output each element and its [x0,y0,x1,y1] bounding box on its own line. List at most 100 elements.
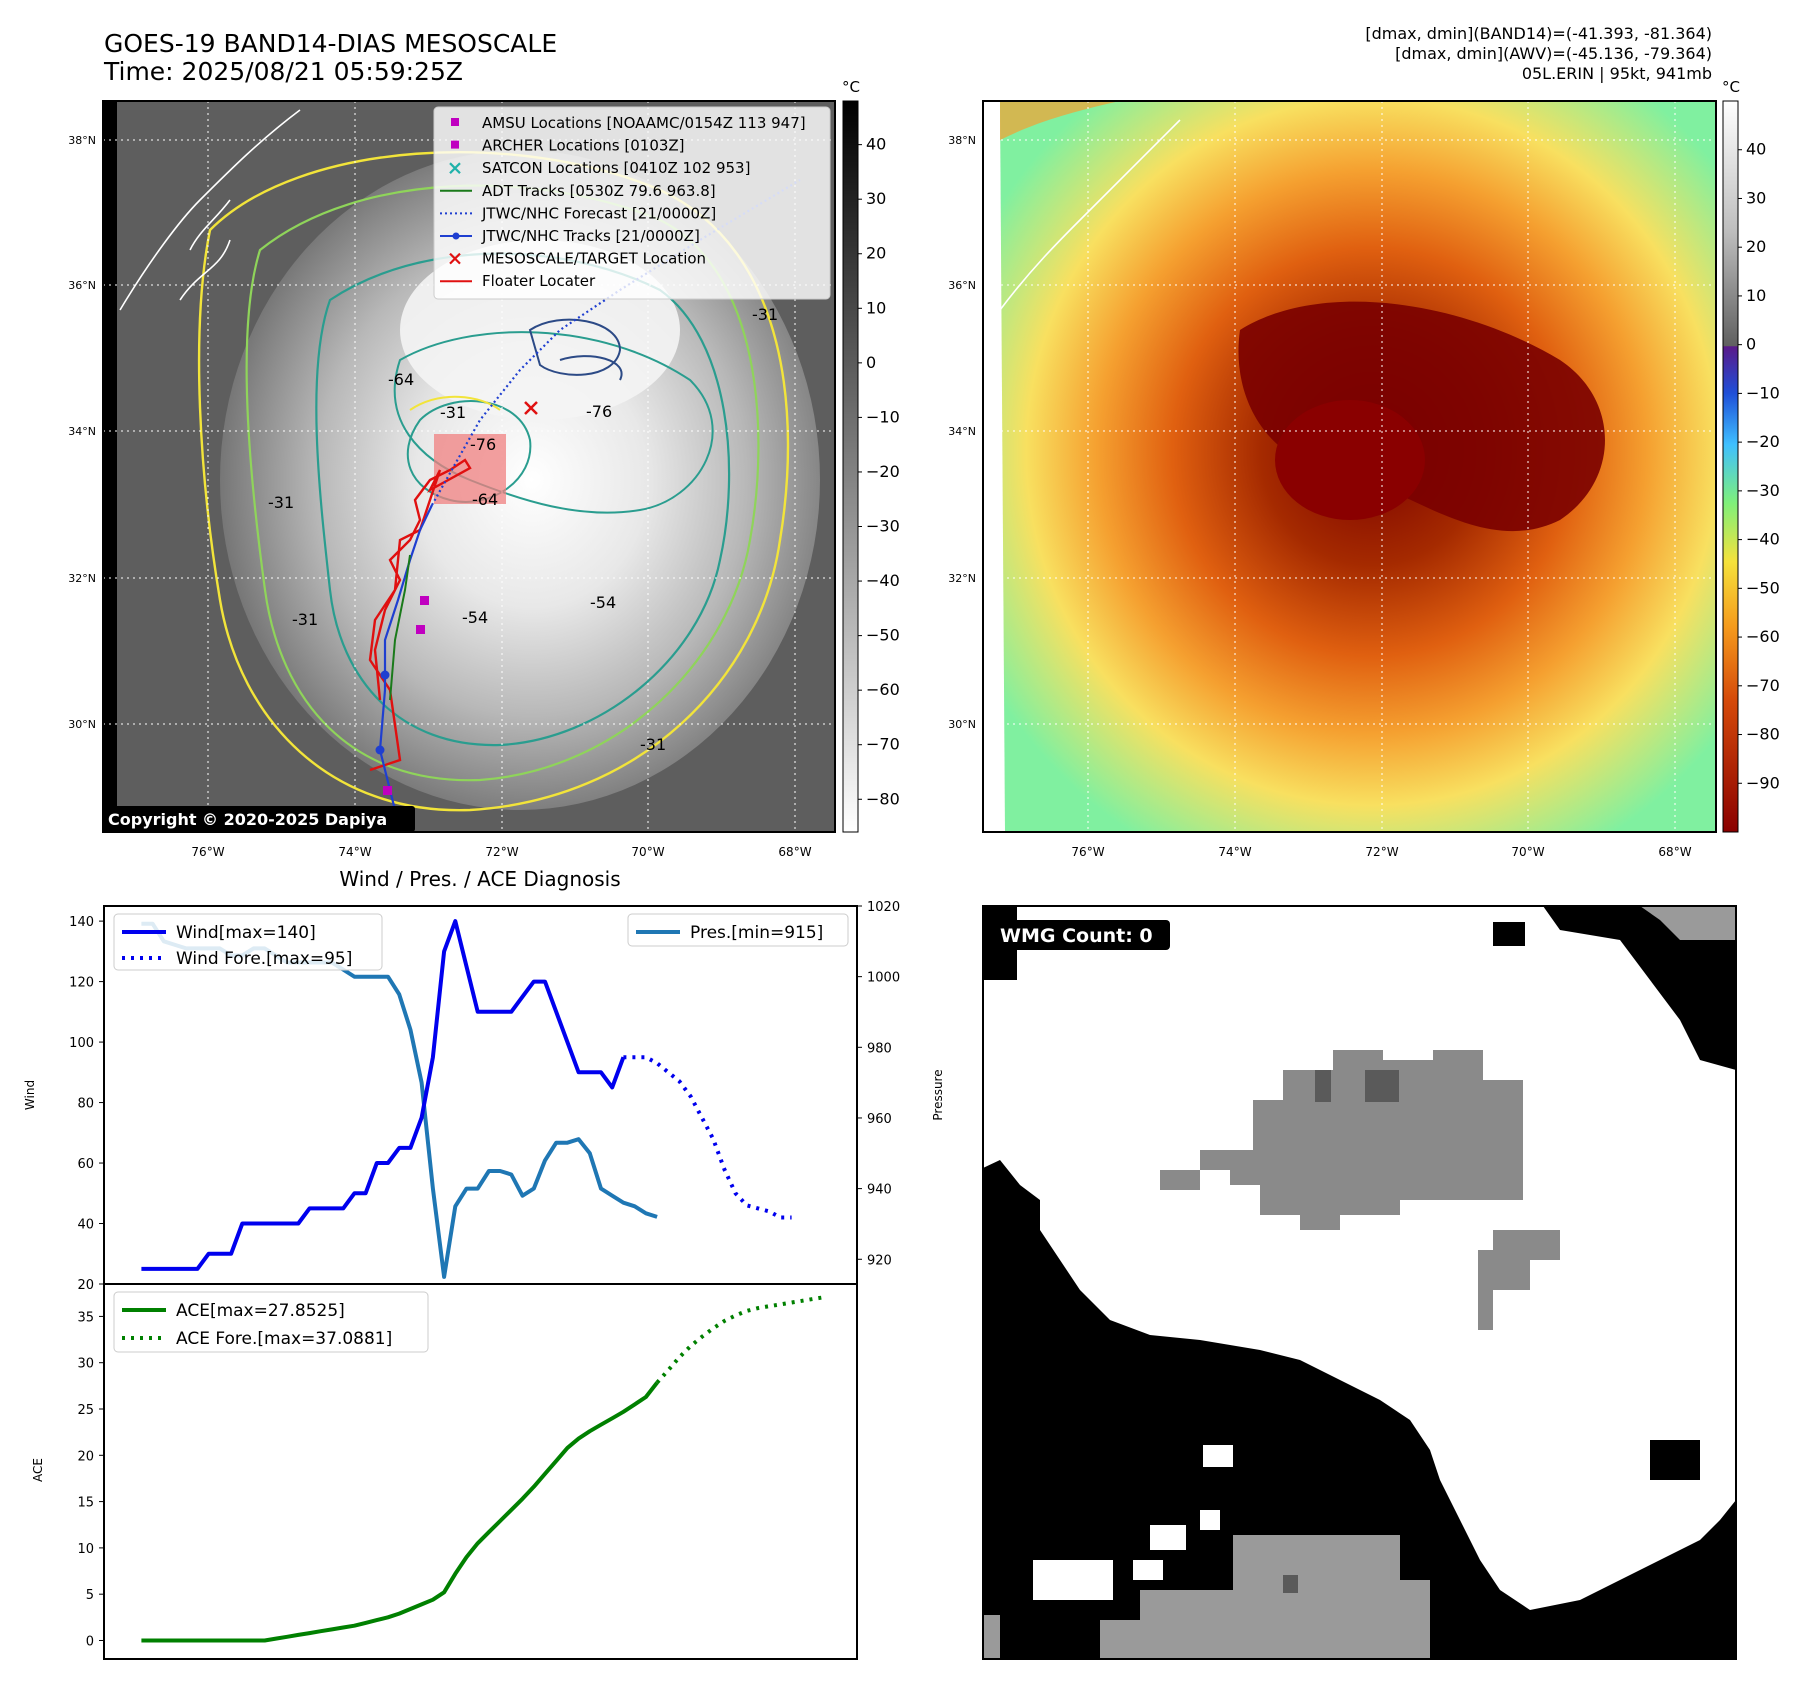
contour-label: -54 [590,593,616,612]
series-line-ace-fore-max-37-0881 [655,1295,826,1384]
lon-tick-label: 76°W [191,845,224,859]
contour-label: -64 [388,370,414,389]
series-line-ace-max-27-8525 [141,1381,659,1643]
map-legend-box [433,106,831,300]
awv-core [1275,400,1425,520]
pressure-ytick-label: 940 [867,1183,892,1198]
legend-entry-label: ADT Tracks [0530Z 79.6 963.8] [482,182,716,200]
legend-entry-label: ARCHER Locations [0103Z] [482,137,685,155]
colorbar-tick-label: −70 [866,735,900,754]
jtwc-point [380,670,390,680]
contour-label: -31 [440,403,466,422]
legend-marker-dot [452,232,460,240]
wind-pres-chart: 20 40 60 80 100 120 140 920 940 960 980 1000 1020 W… [23,900,945,1293]
colorbar-gray-bar [842,100,859,833]
wmg-panel: WMG Count: 0 [982,905,1737,1660]
adt-track [389,554,411,701]
colorbar-tick-label: 10 [1746,286,1766,305]
pressure-ytick-label: 1000 [867,971,900,986]
mesoscale-target-marker [524,401,538,415]
wmg-dark-gray [1283,1070,1399,1593]
awv-moist-tongue [1000,101,1120,140]
contour-label: -31 [640,735,666,754]
series-line-wind-fore-max-95 [623,1055,792,1220]
lat-tick-label: 38°N [948,134,976,147]
colorbar-tick-label: 20 [866,244,886,263]
legend-marker-x [449,162,461,174]
lat-tick-label: 32°N [68,572,96,585]
ir-no-data-strip [103,101,117,832]
colorbar-color-bar [1722,100,1739,833]
ace-ytick-label: 30 [77,1357,94,1372]
lon-tick-label: 74°W [338,845,371,859]
colorbar-tick-label: −30 [866,517,900,536]
info-band14: [dmax, dmin](BAND14)=(-41.393, -81.364) [1365,24,1712,43]
contour-label: -31 [268,493,294,512]
colorbar-gray: °C 40 30 20 10 0 −10 −20 −30 −40 −50 −60 −70 −80 [842,78,900,833]
ace-ytick-label: 0 [86,1634,94,1649]
wind-axis-label: Wind [23,1080,37,1110]
legend-label: Wind Fore.[max=95] [176,949,352,969]
figure-title: GOES-19 BAND14-DIAS MESOSCALE [104,29,557,58]
colorbar-tick-label: 40 [1746,140,1766,159]
wind-ytick-label: 140 [69,915,94,930]
colorbar-tick-label: −10 [1746,383,1780,402]
legend-marker-x [449,252,461,265]
colorbar-color-unit: °C [1722,78,1740,96]
lon-tick-label: 68°W [778,845,811,859]
colorbar-tick-label: −50 [866,626,900,645]
contour-label: -76 [586,402,612,421]
colorbar-tick-label: 0 [1746,335,1756,354]
contour-yellow-eye [409,395,501,411]
legend-entry-label: Floater Locater [482,272,596,290]
ir-contour-labels: -31 -64 -31 -76 -76 -64 -31 -54 -54 -31 … [268,305,778,754]
amsu-marker [420,596,429,605]
legend-entry-label: SATCON Locations [0410Z 102 953] [482,159,750,177]
pressure-ytick-label: 980 [867,1041,892,1056]
lat-tick-label: 32°N [948,572,976,585]
copyright-text: Copyright © 2020-2025 Dapiya [108,810,387,829]
lon-tick-label: 72°W [1365,845,1398,859]
ace-ytick-label: 10 [77,1542,94,1557]
colorbar-tick-label: −40 [866,571,900,590]
lon-tick-label: 68°W [1658,845,1691,859]
ace-chart: 0 5 10 15 20 25 30 35 ACE ACE[max=27.8525] ACE F… [31,1283,858,1660]
pressure-ytick-label: 920 [867,1253,892,1268]
colorbar-tick-label: −60 [1746,627,1780,646]
wind-ytick-label: 120 [69,976,94,991]
colorbar-tick-label: −70 [1746,676,1780,695]
colorbar-tick-label: −20 [1746,432,1780,451]
wind-ytick-label: 40 [77,1218,94,1233]
series-line-wind-max-140 [141,919,626,1271]
floater-track [368,458,472,772]
awv-dry-band [1238,301,1605,532]
awv-gridlines [983,101,1716,832]
info-storm: 05L.ERIN | 95kt, 941mb [1522,64,1712,83]
colorbar-tick-label: 30 [1746,188,1766,207]
awv-no-data [983,101,1005,832]
contour-navy [528,318,623,381]
lon-tick-label: 72°W [485,845,518,859]
awv-map-frame [982,100,1717,833]
contour-label: -31 [292,610,318,629]
colorbar-tick-label: −50 [1746,578,1780,597]
jtwc-point [375,745,385,755]
wind-ytick-label: 60 [77,1157,94,1172]
awv-coastline [999,119,1181,311]
amsu-marker [383,786,392,795]
ace-legend-box [113,1291,429,1353]
lon-tick-label: 70°W [631,845,664,859]
colorbar-tick-label: −30 [1746,481,1780,500]
legend-entry-label: JTWC/NHC Forecast [21/0000Z] [481,204,716,222]
figure-time: Time: 2025/08/21 05:59:25Z [103,57,463,86]
awv-map-panel: 38°N 36°N 34°N 32°N 30°N 76°W 74°W 72°W 70°W 68°… [948,100,1717,859]
lat-tick-label: 30°N [948,718,976,731]
ir-lat-labels: 38°N 36°N 34°N 32°N 30°N [68,134,96,731]
ace-ytick-label: 5 [86,1588,94,1603]
lat-tick-label: 38°N [68,134,96,147]
legend-entry-label: JTWC/NHC Tracks [21/0000Z] [481,227,700,245]
wind-ytick-label: 80 [77,1097,94,1112]
wmg-gray-bottom [983,906,1736,1659]
pressure-ytick-label: 960 [867,1112,892,1127]
